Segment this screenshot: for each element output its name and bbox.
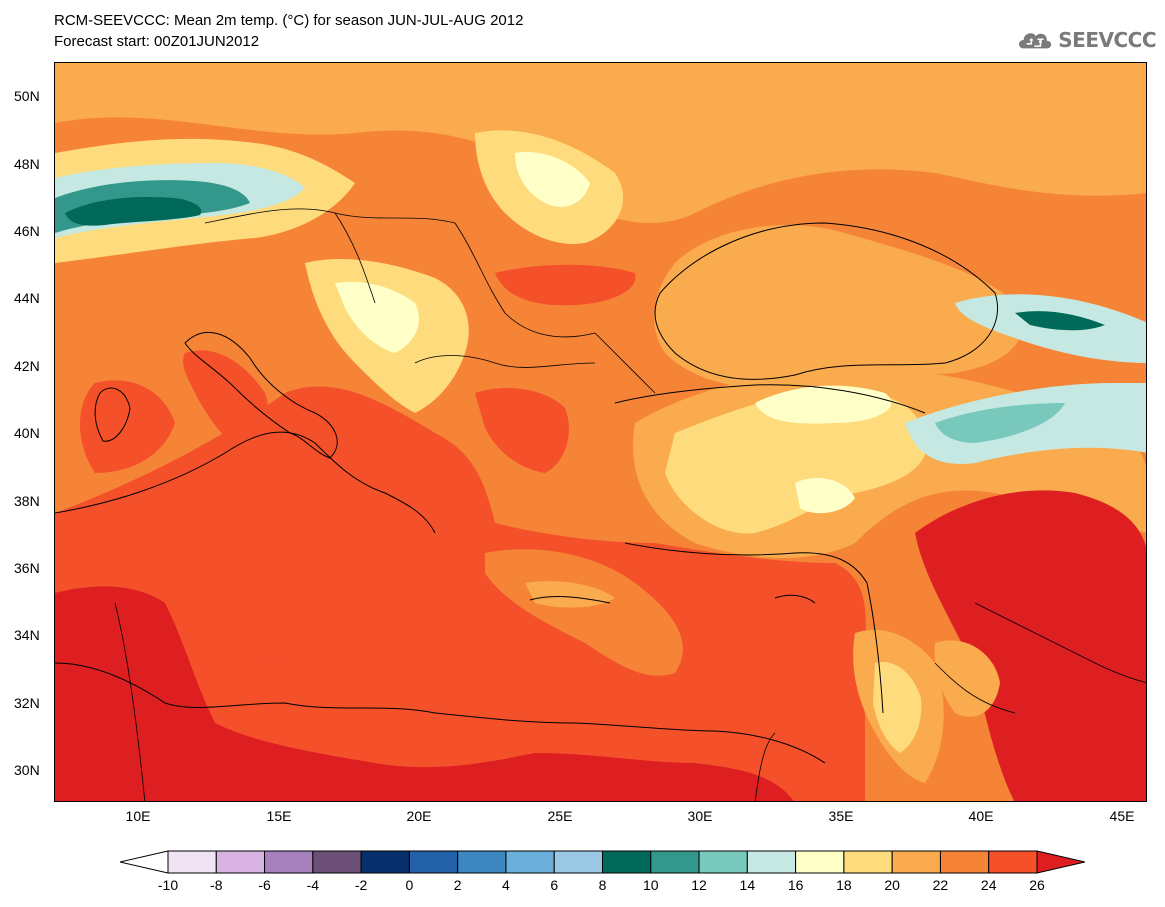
colorbar-tick-label: -2 bbox=[354, 877, 368, 893]
colorbar-tick-label: 26 bbox=[1029, 877, 1045, 893]
colorbar-tick-label: 18 bbox=[836, 877, 852, 893]
colorbar-swatch bbox=[698, 850, 748, 874]
mediterranean-24 bbox=[55, 386, 867, 801]
lat-label-38n: 38N bbox=[14, 493, 40, 509]
jordan-20 bbox=[873, 662, 922, 753]
lat-label-46n: 46N bbox=[14, 223, 40, 239]
colorbar-under-triangle bbox=[120, 850, 169, 874]
colorbar-tick-label: -10 bbox=[157, 877, 179, 893]
colorbar-swatch bbox=[264, 850, 314, 874]
colorbar-tick-label: -4 bbox=[306, 877, 320, 893]
map-title-line2: Forecast start: 00Z01JUN2012 bbox=[54, 33, 260, 50]
lon-label-45e: 45E bbox=[1109, 808, 1135, 824]
central-med-22 bbox=[485, 549, 683, 676]
lon-label-15e: 15E bbox=[266, 808, 292, 824]
colorbar-swatch bbox=[553, 850, 604, 874]
colorbar-tick-label: 20 bbox=[884, 877, 900, 893]
lat-label-34n: 34N bbox=[14, 627, 40, 643]
lat-label-30n: 30N bbox=[14, 762, 40, 778]
lon-label-20e: 20E bbox=[406, 808, 432, 824]
colorbar-tick-label: -6 bbox=[258, 877, 271, 893]
east-anatolia-12 bbox=[935, 403, 1065, 443]
colorbar-tick-label: 0 bbox=[405, 877, 414, 893]
lon-label-35e: 35E bbox=[828, 808, 854, 824]
colorbar-swatch bbox=[746, 850, 797, 874]
colorbar-swatch bbox=[360, 850, 410, 874]
colorbar-tick-label: 10 bbox=[642, 877, 659, 893]
anatolia-20 bbox=[665, 390, 927, 534]
lat-label-40n: 40N bbox=[14, 425, 40, 441]
colorbar-swatch bbox=[602, 850, 652, 874]
anatolia-18b bbox=[795, 478, 855, 514]
coastlines bbox=[55, 222, 999, 764]
colorbar-swatch bbox=[843, 850, 893, 874]
colorbar-swatch bbox=[312, 850, 362, 874]
lat-label-44n: 44N bbox=[14, 290, 40, 306]
colorbar-tick-label: 16 bbox=[787, 877, 804, 893]
lat-label-32n: 32N bbox=[14, 695, 40, 711]
lon-label-40e: 40E bbox=[968, 808, 994, 824]
italy-24 bbox=[183, 350, 269, 453]
carpathians-18 bbox=[515, 152, 590, 207]
alps-10 bbox=[65, 196, 202, 226]
colorbar-swatch bbox=[650, 850, 700, 874]
lat-label-36n: 36N bbox=[14, 560, 40, 576]
colorbar-swatch bbox=[167, 850, 217, 874]
colorbar-swatch bbox=[795, 850, 845, 874]
colorbar-swatch bbox=[215, 850, 266, 874]
lat-label-50n: 50N bbox=[14, 88, 40, 104]
logo-text: SEEVCCC bbox=[1058, 28, 1156, 52]
north-plains-22 bbox=[55, 63, 1146, 223]
lon-label-30e: 30E bbox=[687, 808, 713, 824]
lat-label-48n: 48N bbox=[14, 156, 40, 172]
crete-22 bbox=[525, 581, 615, 608]
syria-iraq-26 bbox=[915, 490, 1146, 801]
colorbar-tick-label: 6 bbox=[550, 877, 559, 893]
map-canvas bbox=[55, 63, 1146, 801]
country-borders bbox=[114, 208, 1146, 801]
black-sea-22 bbox=[654, 224, 1023, 387]
colorbar-tick-label: 12 bbox=[691, 877, 707, 893]
colorbar-over-triangle bbox=[1036, 850, 1085, 874]
colorbar-tick-label: 2 bbox=[453, 877, 462, 893]
seevccc-logo: SEEVCCC bbox=[1016, 20, 1156, 60]
temperature-map bbox=[54, 62, 1147, 802]
libya-coast-24 bbox=[245, 653, 355, 717]
anatolia-18 bbox=[755, 385, 892, 424]
tyrrhenian-24 bbox=[80, 380, 175, 473]
balkans-18 bbox=[335, 281, 419, 353]
map-title-line1: RCM-SEEVCCC: Mean 2m temp. (°C) for seas… bbox=[54, 12, 524, 29]
colorbar-swatch bbox=[988, 850, 1038, 874]
danube-24 bbox=[495, 264, 636, 306]
lon-label-10e: 10E bbox=[125, 808, 151, 824]
colorbar-tick-label: 22 bbox=[932, 877, 949, 893]
colorbar-tick-label: 8 bbox=[598, 877, 607, 893]
cloud-logo-icon bbox=[1019, 33, 1052, 49]
colorbar-swatch bbox=[891, 850, 941, 874]
lat-label-42n: 42N bbox=[14, 358, 40, 374]
colorbar-swatch bbox=[505, 850, 555, 874]
colorbar-tick-label: -8 bbox=[210, 877, 223, 893]
lon-label-25e: 25E bbox=[547, 808, 573, 824]
map-title: RCM-SEEVCCC: Mean 2m temp. (°C) for seas… bbox=[54, 10, 523, 52]
caucasus-10 bbox=[1015, 311, 1105, 331]
colorbar-tick-label: 24 bbox=[980, 877, 997, 893]
colorbar-tick-label: 4 bbox=[502, 877, 510, 893]
north-africa-26 bbox=[55, 586, 794, 801]
colorbar-swatch bbox=[939, 850, 990, 874]
levant-22 bbox=[934, 640, 1000, 717]
colorbar-swatch bbox=[457, 850, 507, 874]
colorbar-swatch bbox=[408, 850, 459, 874]
aegean-24 bbox=[475, 388, 569, 473]
colorbar bbox=[120, 850, 1085, 874]
colorbar-tick-label: 14 bbox=[739, 877, 756, 893]
